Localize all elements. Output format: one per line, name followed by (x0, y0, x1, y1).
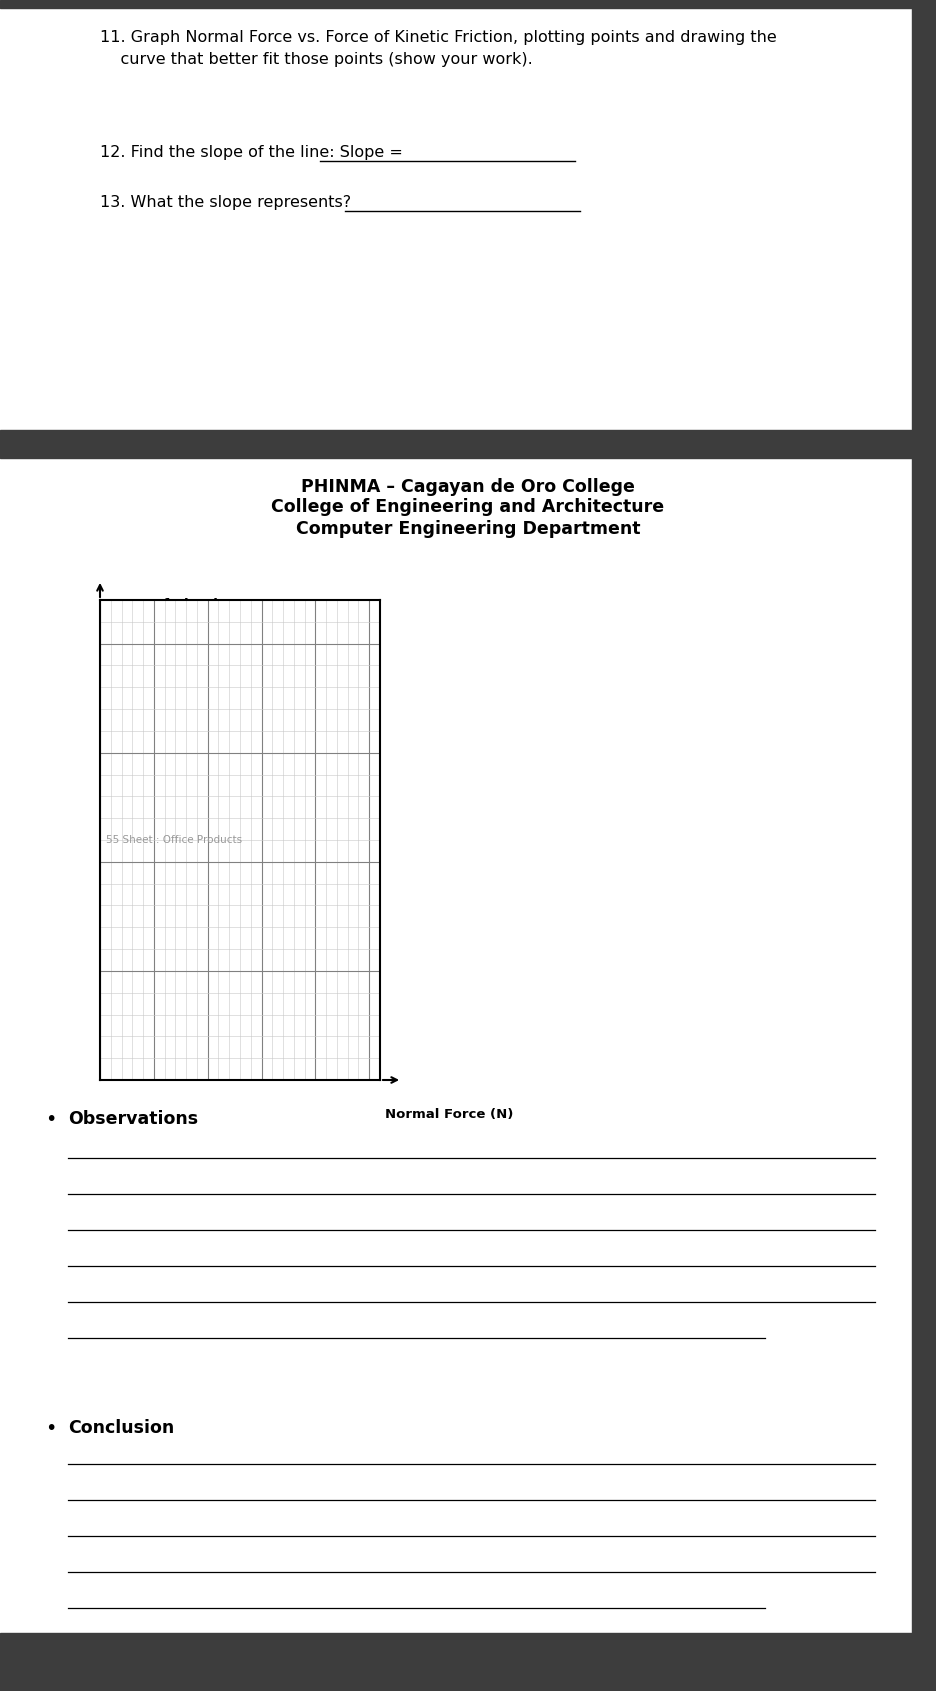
Text: PHINMA – Cagayan de Oro College: PHINMA – Cagayan de Oro College (300, 479, 635, 495)
Text: •: • (45, 1109, 56, 1130)
Text: Observations: Observations (68, 1109, 197, 1128)
Text: 55 Sheet : Office Products: 55 Sheet : Office Products (106, 835, 241, 846)
Text: Force of Kinetic: Force of Kinetic (108, 599, 226, 610)
Text: 12. Find the slope of the line: Slope =: 12. Find the slope of the line: Slope = (100, 145, 407, 161)
Text: 13. What the slope represents?: 13. What the slope represents? (100, 194, 356, 210)
Text: Normal Force (N): Normal Force (N) (385, 1108, 513, 1121)
Text: Computer Engineering Department: Computer Engineering Department (296, 521, 639, 538)
Bar (0, 430, 911, 458)
Bar (911, 0, 936, 1691)
Text: 11. Graph Normal Force vs. Force of Kinetic Friction, plotting points and drawin: 11. Graph Normal Force vs. Force of Kine… (100, 30, 776, 46)
Text: College of Engineering and Architecture: College of Engineering and Architecture (271, 499, 664, 516)
Bar (0, 1634, 936, 1691)
Text: Friction (N): Friction (N) (108, 616, 193, 629)
Text: •: • (45, 1419, 56, 1437)
Text: curve that better fit those points (show your work).: curve that better fit those points (show… (100, 52, 533, 68)
Bar (0, 0, 911, 8)
Text: Conclusion: Conclusion (68, 1419, 174, 1437)
